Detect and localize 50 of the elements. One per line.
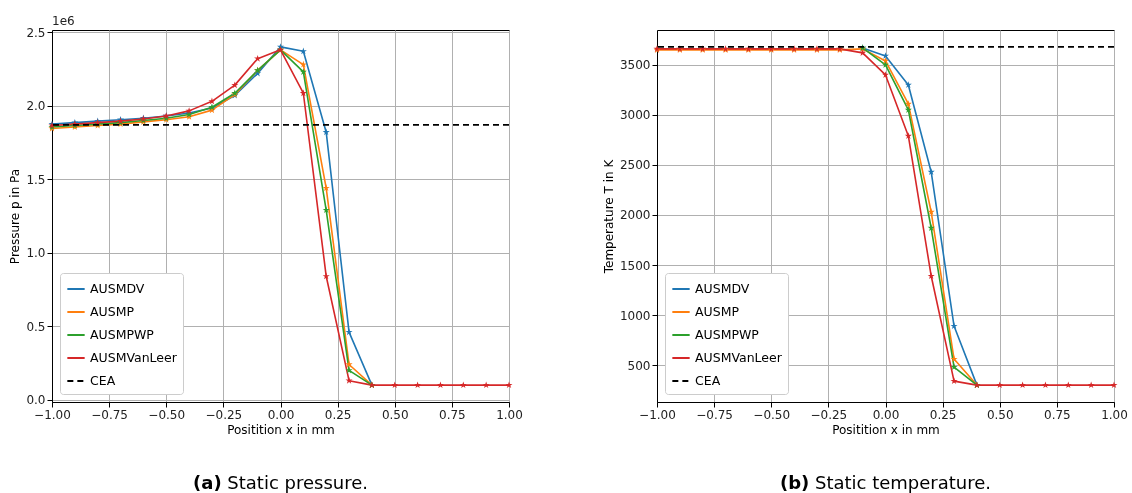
x-tick-label: −0.75 [696, 407, 734, 422]
legend-label: AUSMVanLeer [90, 350, 178, 365]
x-tick-label: 0.50 [381, 407, 409, 422]
y-tick-label: 2.5 [26, 25, 46, 40]
y-tick-label: 2500 [619, 158, 651, 173]
text: (b) [779, 472, 810, 493]
y-tick-label: 3500 [619, 58, 651, 73]
x-tick-label: −0.50 [148, 407, 186, 422]
x-tick-label: −1.00 [34, 407, 71, 422]
legend-label: CEA [695, 373, 721, 388]
legend-label: CEA [90, 373, 116, 388]
legend-label: AUSMPWP [695, 327, 760, 342]
x-tick-label: 0.75 [439, 407, 466, 422]
x-tick-label: 0.00 [872, 407, 900, 422]
x-tick-label: −1.00 [639, 407, 676, 422]
x-tick-label: −0.25 [205, 407, 243, 422]
legend-label: AUSMVanLeer [695, 350, 783, 365]
y-tick-label: 1000 [619, 308, 651, 323]
legend-label: AUSMDV [695, 281, 750, 296]
x-tick-label: 0.25 [929, 407, 957, 422]
y-tick-label: 1.0 [26, 246, 46, 261]
legend-label: AUSMDV [90, 281, 145, 296]
y-tick-label: 0.5 [26, 319, 46, 334]
y-tick-label: 2.0 [26, 99, 46, 114]
y-tick-label: 0.0 [26, 393, 46, 408]
text: (a) [193, 472, 222, 493]
legend-label: AUSMPWP [90, 327, 155, 342]
x-tick-label: −0.75 [91, 407, 129, 422]
y-tick-label: 3000 [619, 108, 651, 123]
y-axis-title: Temperature T in K [601, 158, 616, 275]
x-tick-label: −0.25 [810, 407, 848, 422]
x-tick-label: 1.00 [1101, 407, 1128, 422]
x-tick-label: 0.25 [324, 407, 352, 422]
x-tick-label: 0.75 [1044, 407, 1071, 422]
y-tick-label: 500 [627, 358, 651, 373]
y-tick-label: 1500 [619, 258, 651, 273]
legend-label: AUSMP [90, 304, 135, 319]
legend-label: AUSMP [695, 304, 740, 319]
y-tick-label: 1.5 [26, 172, 46, 187]
x-axis-title: Positition x in mm [227, 422, 335, 437]
y-tick-label: 2000 [619, 208, 651, 223]
x-tick-label: 1.00 [496, 407, 523, 422]
text: Static pressure. [227, 472, 368, 493]
text: Static temperature. [815, 472, 992, 493]
x-axis-title: Positition x in mm [832, 422, 940, 437]
x-tick-label: 0.00 [267, 407, 295, 422]
text: 1e6 [52, 14, 75, 28]
x-tick-label: 0.50 [986, 407, 1014, 422]
x-tick-label: −0.50 [753, 407, 791, 422]
y-axis-title: Pressure p in Pa [8, 168, 23, 265]
